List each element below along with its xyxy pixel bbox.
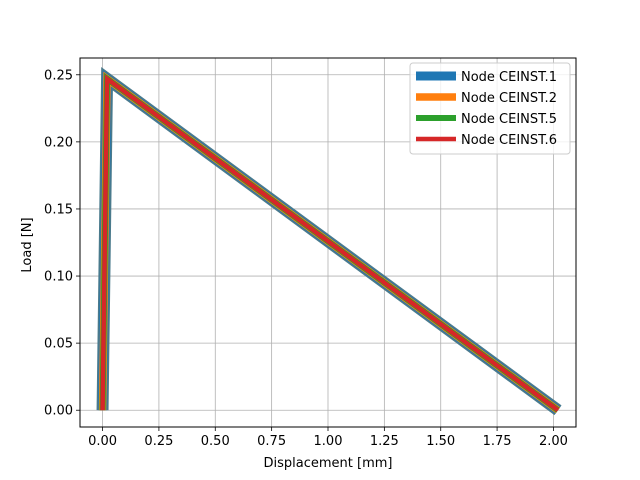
x-tick-label: 1.75 (483, 434, 512, 449)
y-tick-label: 0.20 (44, 135, 73, 150)
series-group (96, 67, 562, 416)
legend-label: Node CEINST.2 (461, 91, 557, 106)
legend: Node CEINST.1 Node CEINST.2 Node CEINST.5 N… (409, 62, 571, 155)
y-axis-ticks: 0.00 0.05 0.10 0.15 0.20 0.25 (44, 68, 80, 419)
y-tick-label: 0.10 (44, 270, 73, 285)
x-tick-label: 0.50 (201, 434, 230, 449)
x-tick-label: 0.75 (257, 434, 286, 449)
x-tick-label: 1.50 (426, 434, 455, 449)
y-tick-label: 0.05 (44, 337, 73, 352)
legend-box (409, 62, 571, 155)
x-tick-label: 1.00 (314, 434, 343, 449)
legend-label: Node CEINST.1 (461, 70, 557, 85)
legend-label: Node CEINST.6 (461, 133, 557, 148)
x-tick-label: 2.00 (539, 434, 568, 449)
x-tick-label: 0.25 (144, 434, 173, 449)
y-tick-label: 0.00 (44, 404, 73, 419)
x-tick-label: 0.00 (88, 434, 117, 449)
x-tick-label: 1.25 (370, 434, 399, 449)
series-line (100, 74, 560, 413)
y-tick-label: 0.25 (44, 68, 73, 83)
x-axis-ticks: 0.00 0.25 0.50 0.75 1.00 1.25 1.50 1.75 2.00 (88, 427, 568, 449)
legend-label: Node CEINST.5 (461, 112, 557, 127)
y-axis-label: Load [N] (20, 217, 35, 272)
x-axis-label: Displacement [mm] (264, 456, 393, 471)
y-tick-label: 0.15 (44, 202, 73, 217)
